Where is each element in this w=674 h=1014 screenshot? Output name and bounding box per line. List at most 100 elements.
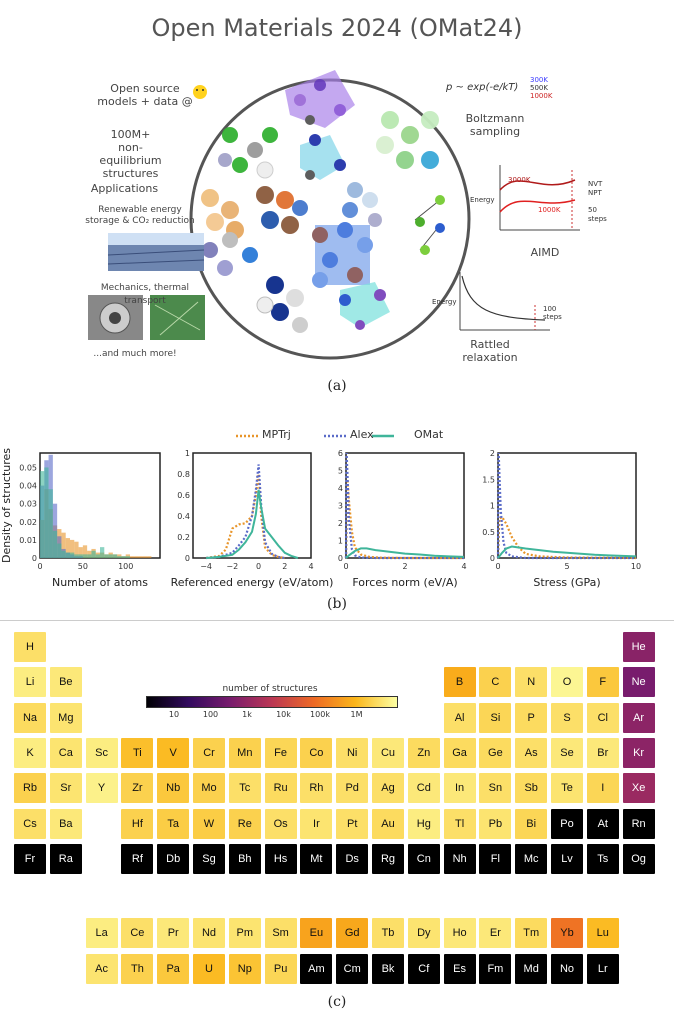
bar-omat-10 bbox=[82, 554, 88, 558]
temp-500k: 500K bbox=[530, 84, 548, 92]
caption-b: (b) bbox=[327, 596, 347, 612]
chart-3-xtick-1: 5 bbox=[564, 562, 569, 571]
chart-2-ytick-3: 3 bbox=[338, 502, 343, 511]
boltzmann-formula: p ~ exp(-e/kT) bbox=[446, 82, 519, 93]
chart-0-xtick-1: 50 bbox=[78, 562, 88, 571]
chart-3-ytick-3: 1.5 bbox=[482, 475, 495, 484]
temp-1000k: 1000K bbox=[530, 92, 553, 100]
colorbar-title: number of structures bbox=[222, 684, 318, 694]
series-2-mptrj bbox=[344, 479, 464, 560]
chart-2-ytick-6: 6 bbox=[338, 449, 343, 458]
chart-2-xtick-2: 4 bbox=[461, 562, 466, 571]
bar-omat-9 bbox=[78, 554, 83, 558]
steps50-label: 50 steps bbox=[588, 206, 607, 223]
bar-mptrj-5 bbox=[61, 532, 66, 558]
series-3-omat bbox=[497, 545, 637, 559]
crystal-blue-teal bbox=[300, 134, 346, 180]
chart-2-frame bbox=[345, 452, 465, 559]
caption-a: (a) bbox=[327, 378, 347, 394]
bar-omat-3 bbox=[52, 530, 58, 558]
bar-omat-13 bbox=[95, 554, 100, 558]
bar-mptrj-7 bbox=[70, 539, 75, 558]
bar-omat-2 bbox=[48, 489, 53, 558]
chart-1-frame bbox=[192, 452, 312, 559]
chart-3-xlabel: Stress (GPa) bbox=[533, 576, 600, 589]
nvt-label: NVT NPT bbox=[588, 180, 603, 197]
bar-omat-12 bbox=[91, 550, 96, 558]
crystal-cyan bbox=[339, 282, 390, 330]
chart-1-xtick-4: 4 bbox=[308, 562, 313, 571]
chart-3-ytick-4: 2 bbox=[490, 449, 495, 458]
panel-a-svg bbox=[88, 70, 580, 360]
legend: MPTrj Alex OMat bbox=[0, 428, 674, 444]
chart-3-ytick-0: 0 bbox=[490, 554, 495, 563]
chart-0-ytick-4: 0.04 bbox=[19, 482, 37, 491]
turbine-image bbox=[88, 295, 143, 340]
temp-300k: 300K bbox=[530, 76, 548, 84]
colorbar-ticks: 10 100 1k 10k 100k 1M bbox=[146, 710, 396, 722]
colorbar-tick-0: 10 bbox=[168, 710, 180, 719]
figure-title: Open Materials 2024 (OMat24) bbox=[151, 14, 523, 42]
solar-panel-image bbox=[107, 233, 205, 271]
steps100-label: 100 steps bbox=[543, 305, 562, 321]
crystal-purple bbox=[285, 70, 355, 128]
chart-0-ytick-5: 0.05 bbox=[19, 463, 37, 472]
aimd-energy-plot bbox=[499, 165, 580, 231]
chart-1-xtick-2: 0 bbox=[256, 562, 261, 571]
rattled-text: Rattled relaxation bbox=[462, 338, 518, 364]
series-3-alex bbox=[496, 452, 636, 560]
huggingface-icon bbox=[193, 85, 207, 99]
chart-2-xlabel: Forces norm (eV/A) bbox=[352, 576, 457, 589]
chart-1-xtick-0: −4 bbox=[200, 562, 212, 571]
aimd-3000k: 3000K bbox=[508, 176, 531, 184]
crystal-green-white bbox=[376, 111, 439, 169]
bar-mptrj-22 bbox=[134, 556, 139, 558]
panel-a-illustration bbox=[0, 50, 674, 370]
chart-3-ytick-2: 1 bbox=[490, 502, 495, 511]
chart-2-ytick-0: 0 bbox=[338, 554, 343, 563]
crystal-navy-white bbox=[256, 276, 308, 333]
series-2-omat bbox=[345, 547, 465, 559]
chart-0-ytick-1: 0.01 bbox=[19, 536, 37, 545]
bar-omat-15 bbox=[104, 554, 109, 558]
crystal-central-blue bbox=[312, 222, 373, 288]
bar-omat-18 bbox=[117, 556, 122, 558]
bar-mptrj-11 bbox=[87, 550, 92, 558]
chart-1-ytick-4: 0.8 bbox=[177, 470, 190, 479]
chart-0-xlabel: Number of atoms bbox=[52, 576, 148, 589]
renewable-text: Renewable energy storage & CO₂ reduction bbox=[85, 205, 195, 226]
caption-c: (c) bbox=[327, 994, 347, 1010]
series-1-alex bbox=[206, 464, 285, 560]
bar-mptrj-23 bbox=[138, 556, 143, 558]
bar-mptrj-25 bbox=[147, 556, 152, 558]
bar-omat-4 bbox=[57, 543, 62, 558]
crystal-blue-grey bbox=[342, 182, 382, 227]
chart-2-ytick-5: 5 bbox=[338, 467, 343, 476]
bar-mptrj-9 bbox=[78, 547, 83, 558]
bar-omat-11 bbox=[87, 554, 92, 558]
open-source-text: Open source models + data @ bbox=[97, 82, 193, 108]
bar-omat-7 bbox=[70, 552, 75, 558]
boltzmann-text: Boltzmann sampling bbox=[465, 112, 525, 138]
colorbar-tick-1: 100 bbox=[202, 710, 219, 719]
colorbar bbox=[146, 696, 398, 708]
structures-text: 100M+ non-equilibrium structures bbox=[99, 128, 162, 180]
circuit-board-image bbox=[150, 295, 205, 340]
bar-omat-17 bbox=[112, 554, 118, 558]
colorbar-tick-4: 100k bbox=[310, 710, 330, 719]
crystal-structure-icons bbox=[201, 70, 445, 333]
bar-mptrj-10 bbox=[82, 545, 88, 558]
panel-c-frame bbox=[0, 620, 674, 989]
bar-mptrj-24 bbox=[142, 556, 148, 558]
crystal-brown-blue bbox=[256, 186, 308, 234]
relax-energy-label: Energy bbox=[432, 298, 457, 306]
bar-alex-3 bbox=[52, 503, 58, 558]
bar-mptrj-21 bbox=[130, 556, 135, 558]
crystal-purple-grey bbox=[202, 232, 258, 276]
y-axis-label: Density of structures bbox=[0, 448, 13, 563]
bar-mptrj-8 bbox=[74, 541, 79, 558]
chart-2-ytick-1: 1 bbox=[338, 537, 343, 546]
chart-3-ytick-1: 0.5 bbox=[482, 528, 495, 537]
chart-0-ytick-3: 0.03 bbox=[19, 500, 37, 509]
